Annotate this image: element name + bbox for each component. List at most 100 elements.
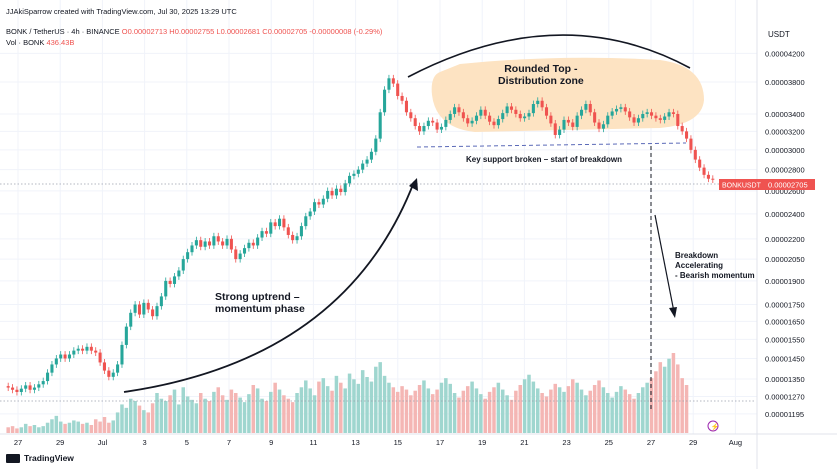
x-tick-label: 29 — [689, 438, 697, 447]
candle-body — [606, 115, 610, 125]
candle-body — [413, 118, 417, 127]
candle-body — [527, 113, 531, 117]
x-tick-label: 5 — [185, 438, 189, 447]
candle-body — [404, 100, 408, 113]
volume-bar — [120, 404, 124, 433]
volume-bar — [684, 385, 689, 433]
candle-body — [361, 163, 365, 170]
volume-label: Vol · BONK — [6, 38, 45, 47]
candle-body — [72, 350, 76, 355]
candle-body — [544, 107, 549, 116]
volume-bar — [614, 391, 619, 433]
volume-bar — [365, 377, 369, 433]
volume-bar — [137, 405, 142, 433]
candle-body — [658, 118, 662, 120]
volume-bar — [194, 403, 199, 433]
candle-body — [540, 100, 544, 108]
x-tick-label: 29 — [56, 438, 64, 447]
candle-body — [575, 115, 579, 127]
volume-bar — [181, 387, 186, 433]
volume-bar — [680, 378, 684, 433]
x-tick-label: 23 — [562, 438, 570, 447]
candle-body — [181, 259, 185, 271]
volume-bar — [32, 425, 37, 433]
candle-body — [671, 112, 675, 114]
volume-bar — [317, 381, 321, 433]
volume-bar — [238, 397, 242, 433]
candle-body — [24, 385, 28, 389]
candle-body — [317, 202, 321, 205]
y-tick-label: 0.00002800 — [765, 166, 805, 175]
volume-bar — [212, 391, 216, 433]
candle-body — [558, 129, 562, 135]
candle-body — [242, 248, 247, 254]
y-tick-label: 0.00001650 — [765, 317, 805, 326]
candle-body — [330, 190, 334, 196]
volume-bar — [597, 380, 601, 433]
x-tick-label: 21 — [520, 438, 528, 447]
candle-body — [632, 117, 636, 123]
symbol-line: BONK / TetherUS · 4h · BINANCE O0.000027… — [6, 27, 382, 36]
candle-body — [698, 159, 702, 168]
volume-bar — [199, 393, 203, 433]
candle-body — [470, 120, 474, 124]
candles — [6, 74, 715, 396]
candle-body — [711, 178, 715, 180]
volume-bar — [72, 420, 76, 433]
candle-body — [448, 113, 452, 120]
candle-body — [680, 126, 684, 132]
volume-bar — [225, 399, 229, 433]
candle-body — [151, 309, 155, 317]
candle-body — [37, 384, 41, 388]
volume-bar — [177, 404, 181, 433]
volume-line: Vol · BONK 436.43B — [6, 38, 74, 47]
candle-body — [562, 119, 566, 130]
x-tick-label: Aug — [729, 438, 742, 447]
lightning-glyph: ⚡ — [711, 422, 720, 431]
candle-body — [67, 354, 71, 359]
candle-body — [645, 112, 649, 114]
volume-bar — [260, 398, 264, 433]
volume-bar — [422, 380, 426, 433]
candle-body — [59, 354, 63, 359]
candle-body — [667, 112, 671, 117]
candle-body — [536, 100, 540, 105]
candle-body — [619, 107, 623, 109]
symbol-name[interactable]: BONK / TetherUS · 4h · BINANCE — [6, 27, 120, 36]
volume-bar — [168, 395, 172, 433]
footer-brand[interactable]: TradingView — [6, 453, 74, 463]
volume-bar — [492, 387, 496, 433]
x-tick-label: 25 — [605, 438, 613, 447]
candle-body — [492, 121, 496, 126]
volume-bar — [269, 391, 273, 433]
y-tick-label: 0.00003800 — [765, 78, 805, 87]
volume-bar — [544, 396, 549, 433]
volume-bar — [448, 383, 452, 433]
candle-body — [474, 115, 479, 121]
volume-bar — [395, 391, 400, 433]
volume-bar — [76, 421, 80, 433]
candle-body — [137, 304, 142, 315]
rounded-top-arc — [407, 34, 691, 78]
x-tick-label: 3 — [143, 438, 147, 447]
x-tick-label: 27 — [647, 438, 655, 447]
volume-bar — [286, 398, 291, 433]
y-tick-label: 0.00001450 — [765, 354, 805, 363]
candle-body — [146, 302, 150, 310]
candle-body — [295, 236, 299, 241]
volume-bar — [41, 426, 45, 433]
volume-bar — [242, 402, 247, 433]
candle-body — [636, 118, 640, 123]
x-tick-label: 17 — [436, 438, 444, 447]
y-tick-label: 0.00002050 — [765, 255, 805, 264]
last-price-tag — [765, 179, 815, 190]
candle-body — [81, 348, 85, 351]
support-label: Key support broken – start of breakdown — [466, 155, 623, 164]
volume-bar — [610, 397, 614, 433]
volume-bar — [54, 415, 59, 433]
volume-bar — [413, 390, 417, 433]
currency-label[interactable]: USDT — [768, 30, 790, 39]
volume-bar — [339, 382, 343, 433]
volume-bar — [658, 362, 663, 433]
